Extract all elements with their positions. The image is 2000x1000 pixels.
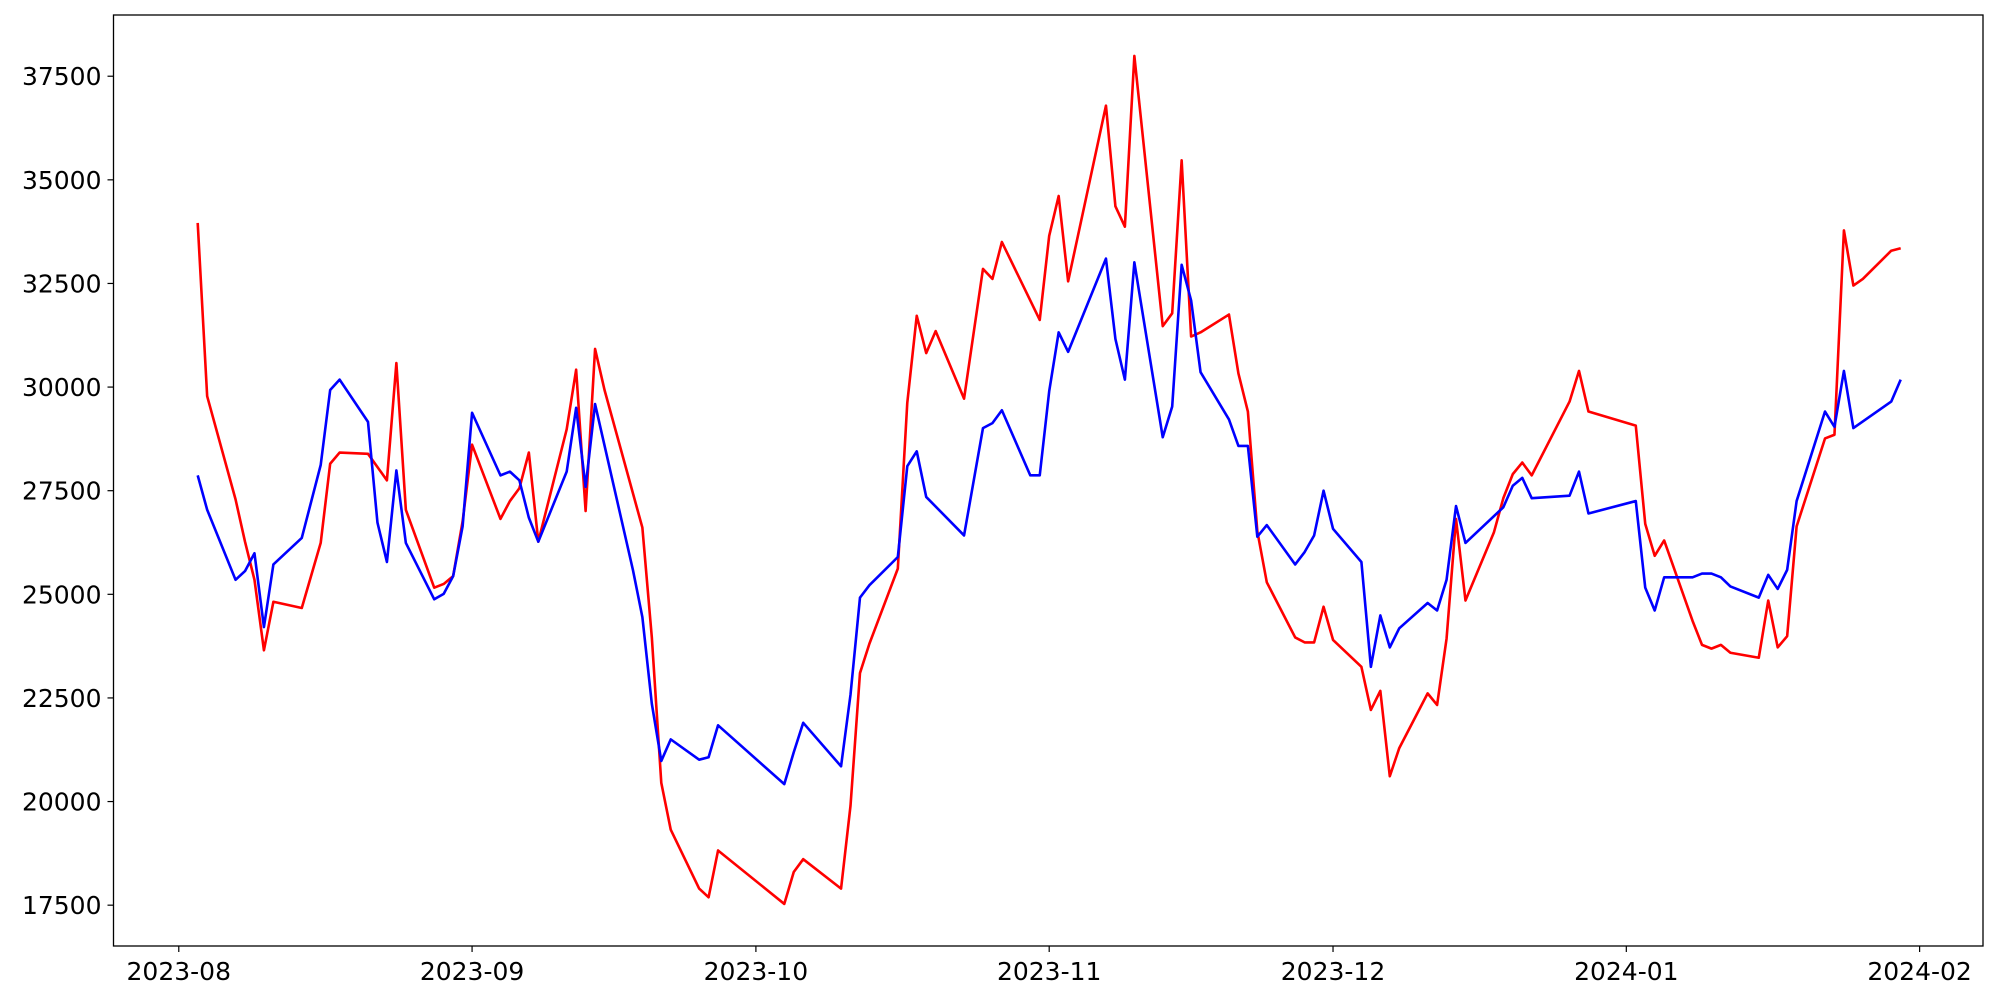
y-tick-label: 20000 [22, 788, 102, 817]
y-tick-label: 27500 [22, 477, 102, 506]
x-tick-label: 2024-01 [1574, 957, 1678, 986]
x-tick-label: 2023-10 [704, 957, 808, 986]
y-tick-label: 32500 [22, 269, 102, 298]
y-tick-label: 25000 [22, 580, 102, 609]
y-tick-label: 37500 [22, 62, 102, 91]
y-tick-label: 35000 [22, 166, 102, 195]
data-line [196, 54, 1902, 906]
data-line [196, 257, 1902, 786]
y-tick-label: 17500 [22, 891, 102, 920]
x-tick-label: 2024-02 [1867, 957, 1971, 986]
x-tick-label: 2023-12 [1281, 957, 1385, 986]
y-tick-label: 22500 [22, 684, 102, 713]
x-tick-label: 2023-09 [420, 957, 524, 986]
y-tick-label: 30000 [22, 373, 102, 402]
x-tick-label: 2023-08 [127, 957, 231, 986]
plot-frame [112, 14, 1984, 947]
x-tick-label: 2023-11 [997, 957, 1101, 986]
